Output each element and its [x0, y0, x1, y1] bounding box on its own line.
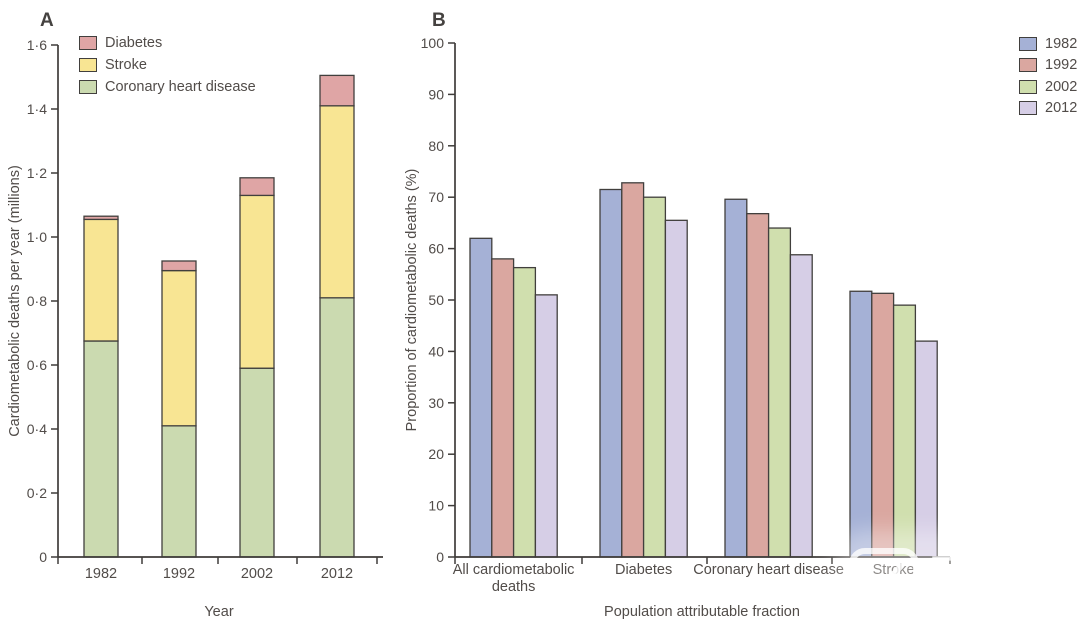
panel-b-legend: 1982 1992 2002 2012	[1019, 33, 1077, 119]
panel-a-bar-2002-coronary-heart-disease	[239, 367, 275, 558]
legend-swatch	[1019, 79, 1037, 94]
panel-b-y-axis-title: Proportion of cardiometabolic deaths (%)	[404, 168, 420, 432]
panel-b-bar-1992-diabetes	[621, 182, 645, 558]
panel-b-bar-1982-coronary-heart-disease	[724, 198, 748, 558]
legend-entry-stroke: Stroke	[79, 54, 256, 76]
panel-a-y-tick-label: 0·2	[27, 485, 47, 501]
panel-b-y-tick-label: 90	[428, 86, 444, 102]
panel-a-y-tick-label: 0	[39, 549, 47, 565]
panel-a-bar-1982-coronary-heart-disease	[83, 340, 119, 558]
panel-a-x-category-label: 1982	[85, 566, 117, 582]
panel-a-x-axis-title: Year	[204, 604, 234, 620]
panel-a-y-tick-label: 0·8	[27, 293, 47, 309]
panel-a-y-tick-label: 1·0	[27, 229, 47, 245]
panel-a-bar-1982-stroke	[83, 218, 119, 342]
panel-b-bar-2012-all-cardiometabolic-deaths	[534, 294, 558, 558]
panel-b-category-label: All cardiometabolic deaths	[452, 562, 575, 595]
legend-swatch	[79, 80, 97, 94]
panel-b-x-axis-title: Population attributable fraction	[604, 604, 800, 620]
panel-a-bar-1992-coronary-heart-disease	[161, 425, 197, 558]
legend-swatch	[79, 58, 97, 72]
legend-label: Diabetes	[105, 34, 163, 51]
panel-b-category-label: Diabetes	[614, 562, 673, 578]
panel-a-y-tick-label: 0·4	[27, 421, 47, 437]
panel-b-bar-1982-stroke	[849, 290, 873, 558]
panel-a-bar-1982-diabetes	[83, 215, 119, 221]
panel-b-y-tick-label: 0	[436, 549, 444, 565]
legend-swatch	[1019, 101, 1037, 116]
panel-b-y-tick-label: 100	[421, 35, 445, 51]
panel-b-bar-2012-diabetes	[664, 219, 688, 558]
legend-swatch	[1019, 36, 1037, 51]
legend-entry-coronary-heart-disease: Coronary heart disease	[79, 76, 256, 98]
legend-label: 1982	[1045, 35, 1078, 52]
panel-a-bar-2002-diabetes	[239, 177, 275, 197]
legend-swatch	[1019, 58, 1037, 73]
panel-b-y-tick-label: 40	[428, 343, 444, 359]
legend-entry-diabetes: Diabetes	[79, 32, 256, 54]
panel-a-bar-2012-stroke	[319, 105, 355, 299]
legend-label: Stroke	[105, 56, 147, 73]
panel-b-bar-2002-stroke	[892, 304, 917, 558]
panel-b-bar-1992-stroke	[871, 292, 895, 558]
panel-b-bar-1992-coronary-heart-disease	[746, 212, 770, 558]
panel-b-category-label: Coronary heart disease	[693, 562, 844, 578]
panel-b-bar-2002-all-cardiometabolic-deaths	[512, 266, 537, 558]
legend-label: Coronary heart disease	[105, 78, 256, 95]
panel-a-x-category-label: 2012	[321, 566, 353, 582]
panel-a-y-tick-label: 1·4	[27, 101, 47, 117]
panel-b-y-tick-label: 80	[428, 138, 444, 154]
panel-a-y-tick-label: 1·2	[27, 165, 47, 181]
legend-entry-1982: 1982	[1019, 33, 1077, 55]
legend-label: 2002	[1045, 78, 1078, 95]
panel-a-legend: Diabetes Stroke Coronary heart disease	[79, 32, 256, 98]
legend-swatch	[79, 36, 97, 50]
panel-a-x-category-label: 2002	[241, 566, 273, 582]
panel-a-bar-2012-coronary-heart-disease	[319, 297, 355, 558]
legend-entry-2012: 2012	[1019, 98, 1077, 120]
panel-b-y-tick-label: 70	[428, 189, 444, 205]
panel-b-y-tick-label: 30	[428, 395, 444, 411]
panel-b-bar-1992-all-cardiometabolic-deaths	[491, 258, 515, 558]
panel-b-y-tick-label: 10	[428, 498, 444, 514]
panel-b-y-tick-label: 60	[428, 241, 444, 257]
panel-a-letter: A	[40, 10, 54, 31]
panel-b-letter: B	[432, 10, 446, 31]
panel-b-y-tick-label: 20	[428, 446, 444, 462]
panel-a-y-axis-title: Cardiometabolic deaths per year (million…	[7, 165, 23, 437]
panel-a-y-tick-label: 1·6	[27, 37, 47, 53]
panel-b-bar-1982-all-cardiometabolic-deaths	[469, 237, 493, 558]
panel-b-bar-2012-coronary-heart-disease	[789, 254, 813, 558]
legend-label: 2012	[1045, 100, 1078, 116]
panel-a-y-tick-label: 0·6	[27, 357, 47, 373]
panel-b-bar-1982-diabetes	[599, 188, 623, 558]
panel-b-y-tick-label: 50	[428, 292, 444, 308]
panel-b-bar-2002-diabetes	[642, 196, 667, 558]
panel-b-bar-2002-coronary-heart-disease	[767, 227, 792, 558]
panel-a-bar-1992-diabetes	[161, 260, 197, 272]
panel-a-bar-1992-stroke	[161, 269, 197, 427]
legend-entry-1992: 1992	[1019, 55, 1077, 77]
panel-b-bar-2012-stroke	[914, 340, 938, 558]
legend-label: 1992	[1045, 57, 1078, 73]
panel-a-x-category-label: 1992	[163, 566, 195, 582]
panel-a-bar-2002-stroke	[239, 194, 275, 369]
panel-a-bar-2012-diabetes	[319, 74, 355, 107]
panel-b-category-label: Stroke	[872, 562, 915, 578]
legend-entry-2002: 2002	[1019, 76, 1077, 98]
